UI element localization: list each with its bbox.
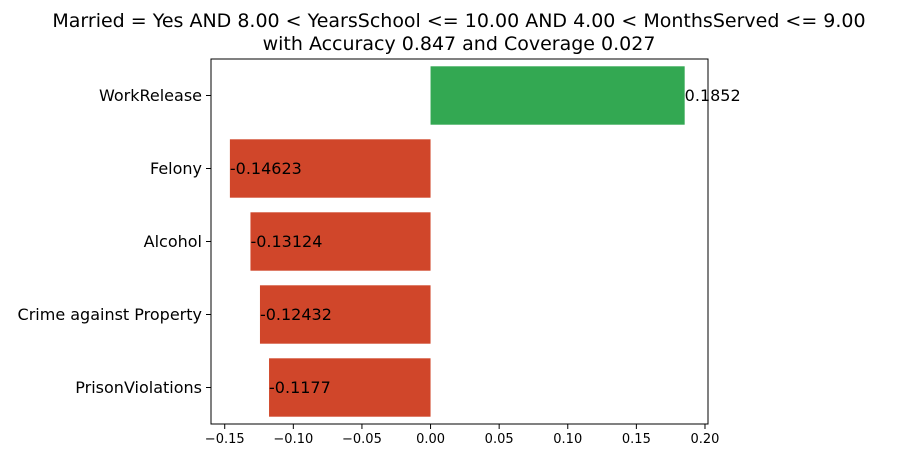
x-axis: −0.15 −0.10 −0.05 0.00 0.05 0.10 0.15 0.20 <box>205 424 720 447</box>
x-tick-label: 0.00 <box>416 432 445 447</box>
y-tick-label: PrisonViolations <box>75 378 202 397</box>
x-tick-label: −0.15 <box>205 432 245 447</box>
bar-value-label: -0.12432 <box>260 305 332 324</box>
y-tick-label: Crime against Property <box>18 305 202 324</box>
bar-alcohol <box>250 212 431 271</box>
chart-title-line2: with Accuracy 0.847 and Coverage 0.027 <box>263 33 656 55</box>
bar-felony <box>229 139 431 198</box>
plot-frame <box>210 58 709 425</box>
x-tick-label: 0.10 <box>553 432 582 447</box>
chart-title-line1: Married = Yes AND 8.00 < YearsSchool <= … <box>52 10 865 32</box>
bar-workrelease <box>430 66 685 125</box>
bar-crime-against-property <box>259 285 431 344</box>
x-tick-label: 0.05 <box>485 432 514 447</box>
bar-value-label: 0.1852 <box>685 86 741 105</box>
bar-group <box>229 66 685 417</box>
bar-value-labels: 0.1852 -0.14623 -0.13124 -0.12432 -0.1177 <box>230 86 741 397</box>
x-tick-label: −0.10 <box>273 432 313 447</box>
y-axis: WorkRelease Felony Alcohol Crime against Pr… <box>18 86 211 397</box>
bar-value-label: -0.1177 <box>269 378 331 397</box>
bar-value-label: -0.13124 <box>250 232 322 251</box>
y-tick-label: Felony <box>150 159 202 178</box>
x-tick-label: 0.20 <box>691 432 720 447</box>
x-tick-label: 0.15 <box>622 432 651 447</box>
bar-prisonviolations <box>269 358 431 417</box>
y-tick-label: WorkRelease <box>99 86 202 105</box>
x-tick-label: −0.05 <box>342 432 382 447</box>
bar-value-label: -0.14623 <box>230 159 302 178</box>
y-tick-label: Alcohol <box>144 232 202 251</box>
